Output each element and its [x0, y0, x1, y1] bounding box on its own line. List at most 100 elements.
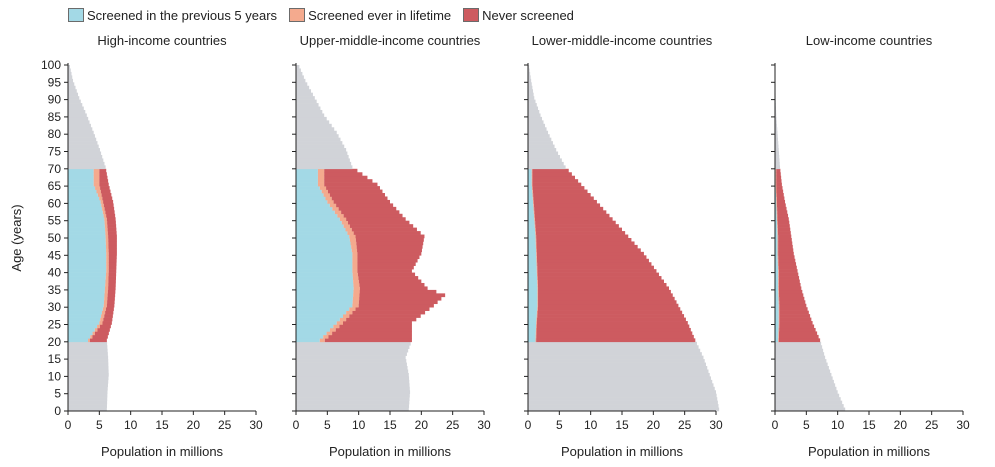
bar-outside-screening-age [775, 366, 829, 370]
x-tick-label: 20 [415, 418, 429, 432]
bar-never-screened [105, 310, 114, 315]
bar-outside-screening-age [775, 372, 832, 377]
bar-never-screened [777, 217, 789, 221]
bar-never-screened [356, 244, 423, 249]
bar-screened-ever [776, 210, 778, 215]
bar-never-screened [534, 213, 610, 218]
bar-screened-5y [775, 227, 778, 232]
bar-screened-5y [775, 317, 779, 322]
bar-screened-5y [775, 338, 779, 343]
bar-screened-5y [68, 199, 101, 204]
bar-screened-ever [778, 279, 779, 284]
bar-never-screened [108, 282, 116, 287]
bar-screened-ever [536, 314, 538, 318]
bar-screened-5y [68, 224, 105, 228]
legend-label-never-screened: Never screened [482, 7, 574, 23]
bar-screened-5y [296, 206, 333, 211]
bar-screened-5y [775, 234, 778, 239]
bar-never-screened [779, 307, 808, 311]
bar-screened-5y [775, 331, 779, 336]
bar-never-screened [107, 296, 115, 301]
bar-screened-5y [528, 248, 537, 253]
bar-screened-ever [536, 321, 537, 325]
bar-outside-screening-age [528, 103, 537, 107]
legend-item-screened-5y: Screened in the previous 5 years [68, 8, 277, 23]
bar-never-screened [538, 300, 677, 305]
bar-never-screened [351, 227, 417, 232]
bar-outside-screening-age [528, 113, 541, 118]
legend-swatch-screened-ever [289, 8, 306, 22]
bar-never-screened [94, 331, 109, 336]
bar-screened-5y [68, 279, 106, 284]
bar-never-screened [336, 203, 394, 208]
bar-screened-ever [349, 238, 356, 242]
bar-screened-5y [775, 213, 777, 218]
bar-outside-screening-age [528, 348, 701, 353]
bar-never-screened [357, 272, 416, 277]
bar-outside-screening-age [68, 400, 108, 405]
bar-never-screened [89, 338, 107, 343]
bar-outside-screening-age [296, 151, 348, 156]
bar-screened-ever [325, 196, 332, 201]
bar-never-screened [779, 300, 806, 305]
bar-screened-5y [68, 172, 94, 177]
bar-outside-screening-age [296, 352, 407, 356]
bar-screened-5y [296, 282, 354, 287]
bar-screened-5y [296, 251, 353, 256]
bar-outside-screening-age [775, 341, 822, 346]
bar-screened-5y [528, 272, 537, 277]
bar-screened-5y [296, 248, 352, 253]
bar-never-screened [106, 303, 115, 308]
bar-screened-ever [775, 186, 777, 190]
bar-never-screened [105, 210, 115, 215]
bar-never-screened [776, 172, 781, 177]
bar-never-screened [106, 217, 116, 221]
bar-screened-5y [296, 327, 330, 332]
bar-outside-screening-age [296, 99, 317, 104]
bar-outside-screening-age [68, 106, 84, 111]
bar-screened-5y [528, 193, 533, 197]
bar-screened-5y [528, 262, 537, 266]
bar-screened-ever [536, 255, 537, 260]
bar-screened-ever [778, 314, 780, 318]
bar-outside-screening-age [68, 96, 80, 100]
bar-screened-ever [534, 220, 536, 225]
bar-outside-screening-age [528, 148, 557, 152]
bar-screened-ever [777, 241, 779, 246]
bar-screened-ever [353, 289, 360, 294]
bar-outside-screening-age [775, 376, 833, 381]
bar-screened-ever [106, 255, 109, 260]
bar-screened-5y [775, 307, 779, 311]
bar-never-screened [357, 262, 416, 266]
panel-1: 0510152025303540455055606570758085909510… [41, 33, 263, 459]
bar-outside-screening-age [296, 116, 327, 121]
bar-outside-screening-age [296, 85, 310, 90]
bar-never-screened [326, 186, 380, 190]
x-tick-label: 25 [446, 418, 460, 432]
bar-never-screened [108, 258, 117, 263]
bar-never-screened [357, 269, 412, 273]
bar-screened-5y [528, 286, 538, 291]
bar-screened-5y [68, 334, 91, 339]
bar-outside-screening-age [296, 123, 332, 128]
bar-screened-5y [68, 310, 102, 315]
bar-never-screened [103, 317, 113, 322]
bar-never-screened [779, 303, 807, 308]
bar-screened-ever [775, 189, 777, 194]
bar-never-screened [533, 193, 591, 197]
bar-screened-5y [528, 279, 538, 284]
bar-outside-screening-age [528, 345, 699, 350]
bar-screened-ever [317, 175, 325, 180]
y-tick-label: 45 [48, 248, 62, 262]
bar-screened-ever [353, 293, 360, 298]
bar-screened-5y [68, 338, 89, 343]
bar-outside-screening-age [68, 75, 73, 80]
bar-screened-5y [775, 286, 779, 291]
bar-screened-ever [775, 182, 777, 187]
bar-screened-5y [68, 265, 107, 270]
bar-never-screened [776, 199, 786, 204]
bar-screened-ever [778, 296, 780, 301]
bar-screened-5y [296, 255, 353, 260]
bar-outside-screening-age [528, 390, 716, 394]
